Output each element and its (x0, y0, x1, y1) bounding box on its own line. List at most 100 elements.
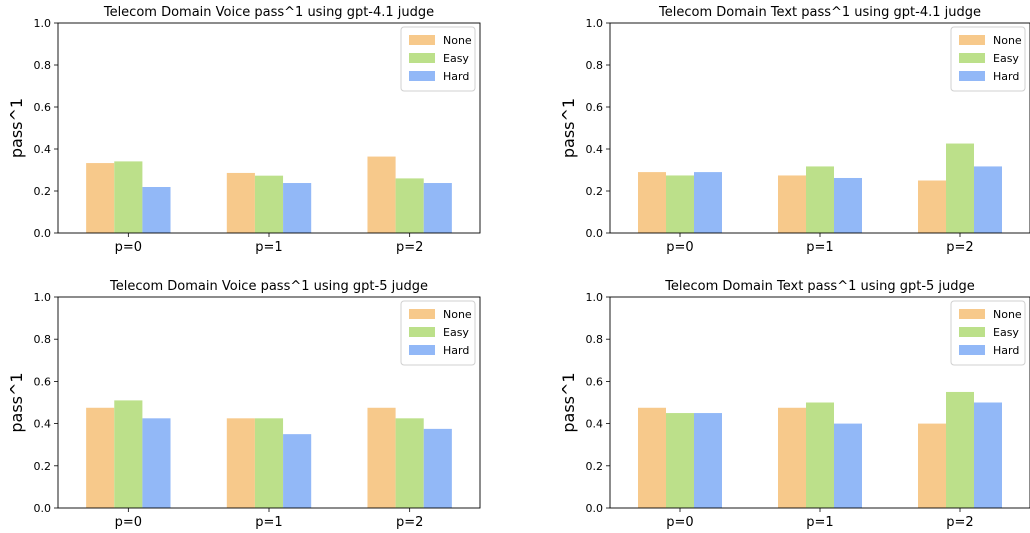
bar-hard-p=0 (142, 418, 171, 508)
legend-swatch-easy (959, 53, 985, 63)
y-tick-label: 0.4 (34, 143, 52, 156)
bar-none-p=0 (86, 407, 115, 508)
bar-easy-p=0 (666, 175, 694, 233)
plot-frame (609, 296, 1030, 509)
legend-swatch-easy (959, 327, 985, 337)
y-tick-label: 0.6 (34, 101, 52, 114)
chart-panel-1: p=0 p=1 p=2 0.0 0.2 0.4 0.6 0.8 1.0 Telecom Domai… (7, 5, 481, 255)
y-axis-label: pass^1 (559, 98, 578, 158)
bar-easy-p=0 (666, 413, 694, 508)
y-tick-label: 0.2 (586, 460, 604, 473)
x-tick-label: p=1 (255, 240, 282, 255)
bar-none-p=1 (778, 407, 806, 508)
y-tick-label: 0.6 (586, 101, 604, 114)
y-axis-label: pass^1 (7, 98, 26, 158)
bar-hard-p=2 (423, 428, 452, 509)
x-tick-label: p=1 (806, 240, 833, 255)
bar-hard-p=1 (283, 434, 312, 508)
legend-label-easy: Easy (993, 52, 1019, 65)
plot-frame (609, 22, 1030, 234)
y-tick-label: 0.8 (34, 59, 52, 72)
legend-label-none: None (993, 308, 1022, 321)
x-tick-label: p=1 (806, 515, 833, 530)
chart-title: Telecom Domain Voice pass^1 using gpt-4.… (103, 5, 434, 20)
chart-title: Telecom Domain Text pass^1 using gpt-5 j… (664, 279, 975, 294)
bar-easy-p=0 (114, 161, 143, 233)
bar-none-p=2 (918, 180, 946, 233)
bar-hard-p=2 (974, 402, 1002, 508)
plot-frame (57, 22, 481, 234)
legend-swatch-easy (409, 327, 435, 337)
bar-easy-p=1 (254, 418, 284, 508)
y-tick-label: 0.8 (34, 333, 52, 346)
bar-none-p=1 (226, 418, 255, 508)
x-tick-label: p=0 (666, 240, 693, 255)
x-tick-label: p=0 (666, 515, 693, 530)
y-tick-label: 0.0 (586, 502, 604, 515)
bar-hard-p=0 (142, 187, 171, 233)
x-tick-label: p=2 (396, 515, 423, 530)
bar-hard-p=0 (694, 413, 722, 508)
bar-none-p=0 (638, 407, 666, 508)
bar-easy-p=1 (806, 402, 834, 508)
legend-label-none: None (443, 308, 472, 321)
chart-title: Telecom Domain Text pass^1 using gpt-4.1… (658, 5, 981, 20)
legend-swatch-hard (409, 345, 435, 355)
bar-easy-p=2 (395, 178, 424, 233)
y-tick-label: 1.0 (586, 17, 604, 30)
bar-easy-p=0 (114, 400, 143, 508)
legend: None Easy Hard (950, 300, 1026, 366)
y-tick-label: 0.0 (34, 227, 52, 240)
y-tick-label: 0.4 (586, 418, 604, 431)
x-tick-label: p=2 (946, 515, 973, 530)
y-tick-label: 0.4 (586, 143, 604, 156)
y-tick-label: 0.2 (34, 460, 52, 473)
bar-none-p=0 (86, 163, 115, 233)
bar-hard-p=1 (834, 177, 862, 233)
legend-swatch-easy (409, 53, 435, 63)
legend-swatch-none (409, 309, 435, 319)
bar-none-p=1 (778, 175, 806, 233)
chart-panel-2: p=0 p=1 p=2 0.0 0.2 0.4 0.6 0.8 1.0 Telecom Domai… (559, 5, 1030, 255)
legend-label-easy: Easy (443, 52, 469, 65)
bar-hard-p=1 (283, 183, 312, 233)
legend-swatch-none (959, 35, 985, 45)
legend-label-easy: Easy (443, 326, 469, 339)
legend-swatch-none (409, 35, 435, 45)
legend-swatch-hard (959, 345, 985, 355)
legend-label-hard: Hard (993, 70, 1019, 83)
legend-label-none: None (443, 34, 472, 47)
legend: None Easy Hard (400, 26, 476, 92)
legend: None Easy Hard (950, 26, 1026, 92)
y-axis-label: pass^1 (7, 372, 26, 432)
chart-title: Telecom Domain Voice pass^1 using gpt-5 … (109, 279, 428, 294)
bar-easy-p=1 (806, 166, 834, 233)
x-tick-label: p=0 (115, 515, 142, 530)
bar-hard-p=0 (694, 172, 722, 233)
legend-label-hard: Hard (443, 70, 469, 83)
plot-frame (57, 296, 481, 509)
bar-hard-p=2 (974, 166, 1002, 233)
y-tick-label: 0.8 (586, 59, 604, 72)
legend: None Easy Hard (400, 300, 476, 366)
bar-easy-p=2 (946, 143, 974, 233)
bar-hard-p=1 (834, 423, 862, 508)
bar-none-p=2 (367, 407, 396, 508)
y-tick-label: 0.6 (586, 375, 604, 388)
y-tick-label: 0.2 (34, 185, 52, 198)
legend-label-hard: Hard (443, 344, 469, 357)
legend-label-none: None (993, 34, 1022, 47)
bar-easy-p=1 (254, 175, 284, 233)
legend-label-easy: Easy (993, 326, 1019, 339)
chart-panel-3: p=0 p=1 p=2 0.0 0.2 0.4 0.6 0.8 1.0 Telecom Domai… (7, 279, 481, 530)
legend-swatch-none (959, 309, 985, 319)
bar-none-p=2 (918, 423, 946, 508)
y-tick-label: 0.0 (34, 502, 52, 515)
bar-none-p=0 (638, 172, 666, 233)
y-tick-label: 0.2 (586, 185, 604, 198)
y-tick-label: 1.0 (34, 291, 52, 304)
y-tick-label: 1.0 (586, 291, 604, 304)
x-tick-label: p=2 (946, 240, 973, 255)
legend-swatch-hard (959, 71, 985, 81)
bar-easy-p=2 (395, 418, 424, 508)
